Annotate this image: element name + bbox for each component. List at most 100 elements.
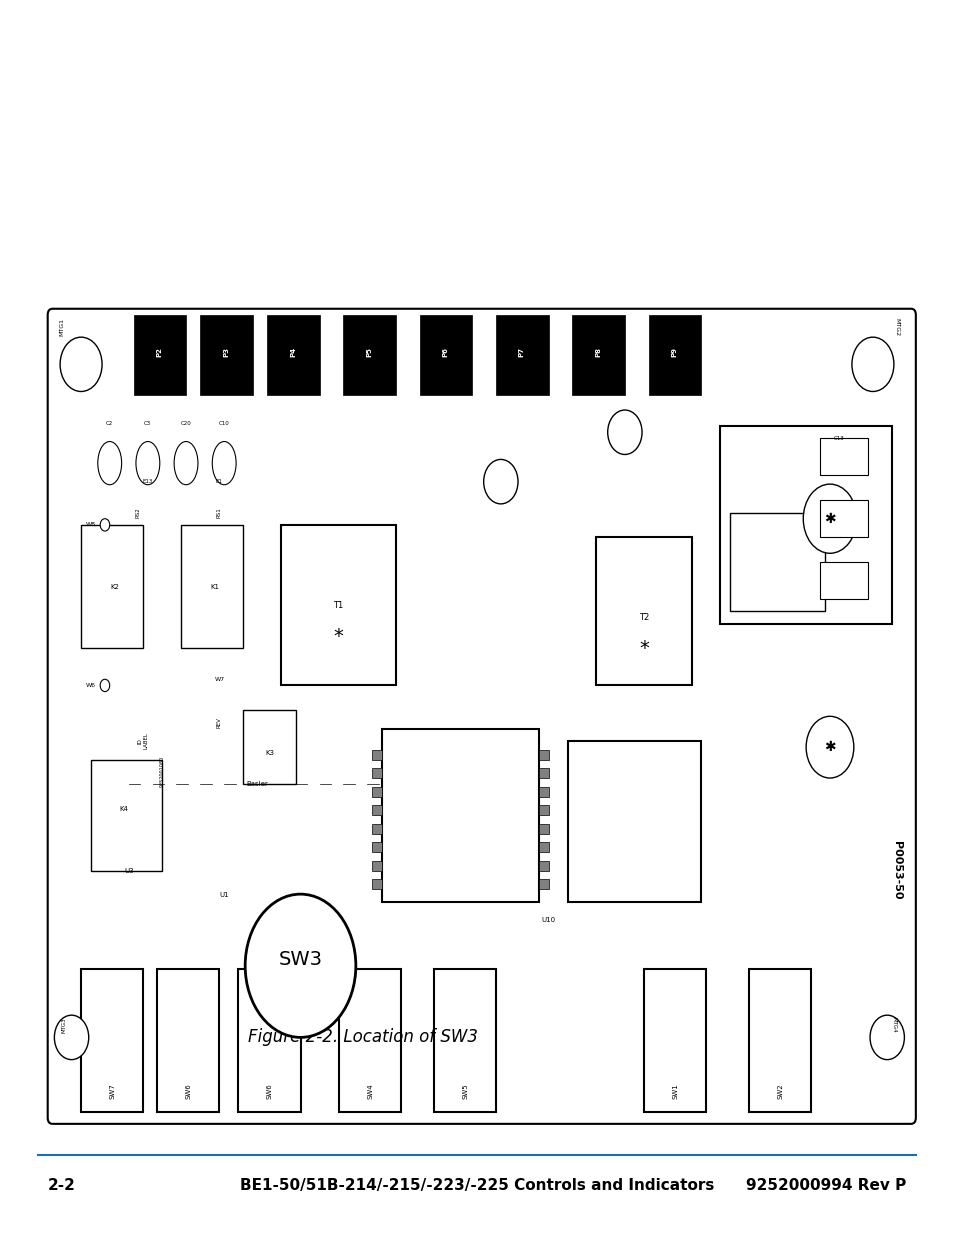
- Text: REV: REV: [216, 718, 222, 727]
- Bar: [81, 969, 143, 1112]
- Bar: [538, 824, 548, 834]
- Bar: [567, 741, 700, 902]
- Bar: [596, 537, 691, 685]
- Text: P9: P9: [671, 347, 677, 357]
- Bar: [372, 879, 381, 889]
- Bar: [372, 805, 381, 815]
- Text: SW1: SW1: [672, 1083, 678, 1099]
- Text: P7: P7: [518, 347, 524, 357]
- Text: 2-2: 2-2: [48, 1178, 75, 1193]
- Text: C10: C10: [218, 421, 230, 426]
- Bar: [200, 315, 253, 395]
- Circle shape: [100, 679, 110, 692]
- Text: P2: P2: [156, 347, 162, 357]
- Bar: [372, 787, 381, 797]
- Text: SW5: SW5: [462, 1083, 468, 1099]
- Text: C20: C20: [180, 421, 192, 426]
- Text: RS1: RS1: [216, 508, 222, 517]
- Text: P6: P6: [442, 347, 448, 357]
- Bar: [81, 525, 143, 648]
- Text: SW6: SW6: [186, 1083, 192, 1099]
- Text: K3: K3: [265, 751, 274, 756]
- Bar: [133, 315, 186, 395]
- Bar: [648, 315, 700, 395]
- Text: SW7: SW7: [110, 1083, 115, 1099]
- Bar: [820, 500, 867, 537]
- Circle shape: [60, 337, 102, 391]
- Text: U10: U10: [541, 918, 555, 923]
- Text: P3: P3: [223, 347, 229, 357]
- Text: C3: C3: [144, 421, 152, 426]
- Text: E1: E1: [215, 479, 223, 484]
- Text: P5: P5: [366, 347, 372, 357]
- Text: BE1-50/51B-214/-215/-223/-225 Controls and Indicators: BE1-50/51B-214/-215/-223/-225 Controls a…: [239, 1178, 714, 1193]
- Text: MTG1: MTG1: [59, 319, 65, 336]
- Bar: [372, 842, 381, 852]
- Text: W8: W8: [86, 522, 95, 527]
- Text: *: *: [334, 626, 343, 646]
- Text: Figure 2-2. Location of SW3: Figure 2-2. Location of SW3: [247, 1029, 477, 1046]
- Bar: [538, 768, 548, 778]
- Text: ✱: ✱: [823, 740, 835, 755]
- Circle shape: [245, 894, 355, 1037]
- Bar: [181, 525, 243, 648]
- Bar: [372, 768, 381, 778]
- Text: T2: T2: [639, 613, 648, 622]
- Bar: [372, 861, 381, 871]
- Circle shape: [54, 1015, 89, 1060]
- Bar: [572, 315, 624, 395]
- Bar: [538, 787, 548, 797]
- Bar: [729, 513, 824, 611]
- Text: MTG4: MTG4: [890, 1018, 896, 1032]
- Bar: [748, 969, 810, 1112]
- Text: U1: U1: [219, 893, 229, 898]
- Circle shape: [802, 484, 856, 553]
- Bar: [538, 861, 548, 871]
- Bar: [434, 969, 496, 1112]
- Circle shape: [100, 519, 110, 531]
- Text: T1: T1: [334, 600, 343, 610]
- Text: SW6: SW6: [267, 1083, 273, 1099]
- Text: U3: U3: [124, 868, 133, 873]
- Bar: [281, 525, 395, 685]
- Text: W6: W6: [86, 683, 95, 688]
- Bar: [538, 805, 548, 815]
- Text: W7: W7: [214, 677, 224, 682]
- Bar: [157, 969, 219, 1112]
- Bar: [338, 969, 400, 1112]
- Bar: [643, 969, 705, 1112]
- Bar: [372, 750, 381, 760]
- Text: 9252001080: 9252001080: [159, 756, 165, 788]
- Text: ID
LABEL: ID LABEL: [137, 732, 149, 750]
- Text: MTG3: MTG3: [61, 1018, 67, 1032]
- Circle shape: [805, 716, 853, 778]
- FancyArrowPatch shape: [297, 897, 303, 958]
- Bar: [538, 750, 548, 760]
- Bar: [267, 315, 319, 395]
- Circle shape: [607, 410, 641, 454]
- Bar: [419, 315, 472, 395]
- Text: SW3: SW3: [278, 950, 322, 969]
- Bar: [238, 969, 300, 1112]
- Circle shape: [869, 1015, 903, 1060]
- Bar: [372, 824, 381, 834]
- Text: MTG2: MTG2: [893, 319, 899, 336]
- Text: P8: P8: [595, 347, 600, 357]
- Bar: [381, 729, 538, 902]
- Text: SW4: SW4: [367, 1083, 373, 1099]
- Bar: [538, 879, 548, 889]
- Text: SW2: SW2: [777, 1083, 782, 1099]
- Bar: [243, 710, 295, 784]
- Text: ✱: ✱: [823, 511, 835, 526]
- Ellipse shape: [97, 442, 121, 485]
- Text: E13: E13: [143, 479, 152, 484]
- Text: K4: K4: [119, 806, 129, 811]
- Ellipse shape: [135, 442, 159, 485]
- Bar: [343, 315, 395, 395]
- Text: 9252000994 Rev P: 9252000994 Rev P: [745, 1178, 905, 1193]
- Circle shape: [851, 337, 893, 391]
- Text: *: *: [639, 638, 648, 658]
- Bar: [538, 842, 548, 852]
- Text: P4: P4: [290, 347, 295, 357]
- Bar: [496, 315, 548, 395]
